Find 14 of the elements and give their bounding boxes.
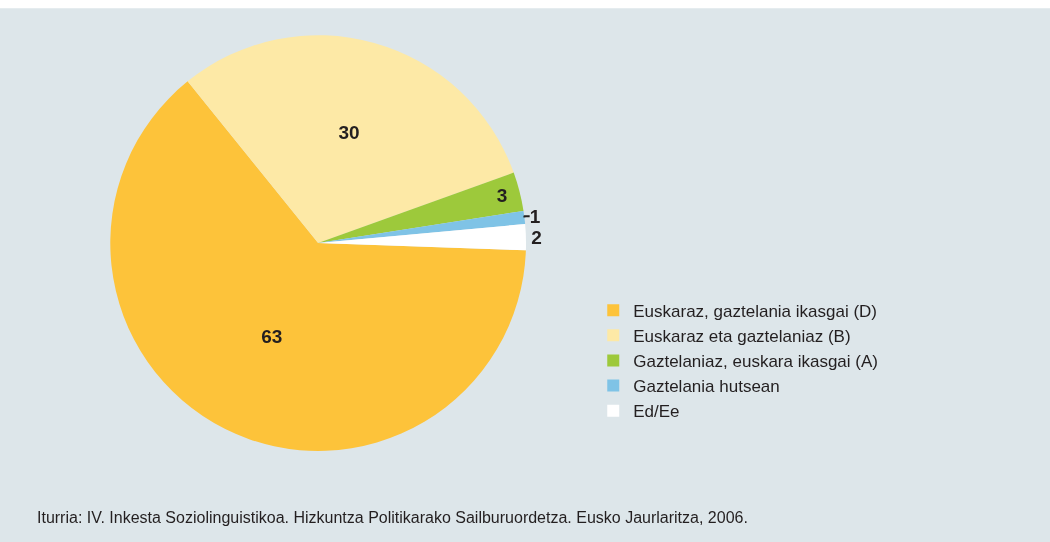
data-label: 2 [531, 226, 542, 248]
data-label: 30 [338, 122, 360, 144]
text: Iturria: IV. Inkesta Soziolinguistikoa. Hizkuntza Politikarako Sailburuordetza. Eusko Jaurlaritza, 2006. [37, 509, 748, 526]
pie-slice [110, 81, 526, 451]
legend-label: Gaztelania hutsean [633, 377, 780, 397]
legend-label: Euskaraz, gaztelania ikasgai (D) [633, 301, 878, 321]
legend-label: Ed/Ee [633, 402, 680, 422]
pie-slice [187, 35, 514, 244]
data-label: 63 [261, 325, 283, 347]
pie-slice [318, 172, 524, 244]
legend-label: Gaztelaniaz, euskara ikasgai (A) [633, 352, 878, 372]
data-label: 1 [529, 205, 541, 227]
data-label: 3 [496, 185, 508, 207]
legend-label: Euskaraz eta gaztelaniaz (B) [633, 326, 851, 346]
